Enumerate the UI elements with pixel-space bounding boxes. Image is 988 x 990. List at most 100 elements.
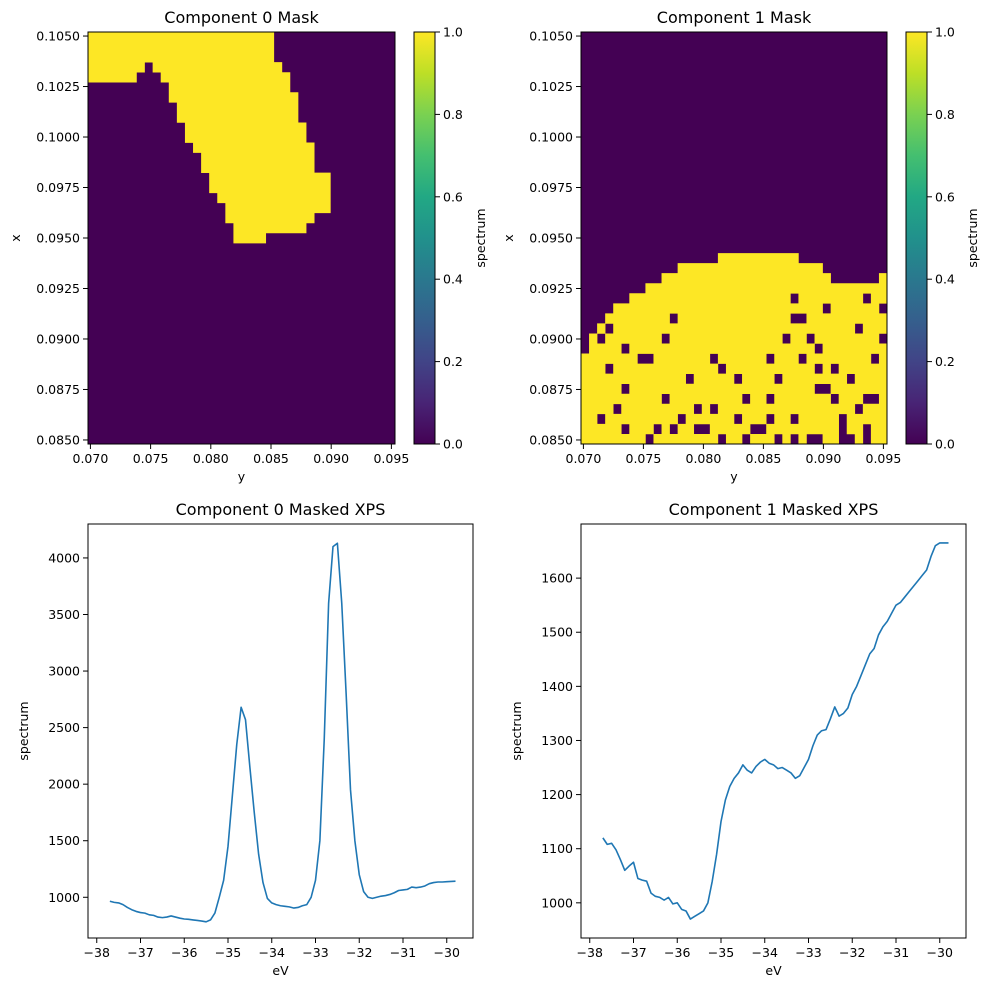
y-tick-label: 3000 xyxy=(48,664,80,679)
mask-cells xyxy=(581,253,888,445)
y-tick-label: 1500 xyxy=(48,833,80,848)
x-tick-label: 0.090 xyxy=(806,451,842,466)
colorbar-label: spectrum xyxy=(473,208,488,267)
x-tick-label: −36 xyxy=(171,945,197,960)
x-axis-label: y xyxy=(238,469,246,484)
colorbar-tick-label: 0.0 xyxy=(935,437,955,452)
component-1-mask-chart: 0.070 0.075 0.080 0.085 0.090 0.095 0.0850 0.08… xyxy=(501,8,980,484)
x-tick-label: −32 xyxy=(346,945,372,960)
colorbar xyxy=(413,31,436,445)
x-tick-label: 0.085 xyxy=(746,451,782,466)
mask-cells xyxy=(88,32,331,244)
x-tick-label: −33 xyxy=(795,945,821,960)
y-tick-label: 0.0975 xyxy=(36,180,80,195)
x-tick-label: −30 xyxy=(434,945,460,960)
colorbar-tick-label: 0.8 xyxy=(935,107,955,122)
y-tick-label: 0.1025 xyxy=(36,79,80,94)
y-tick-label: 0.1000 xyxy=(36,130,80,145)
colorbar-tick-label: 0.8 xyxy=(443,107,463,122)
y-tick-label: 1200 xyxy=(541,787,573,802)
y-tick-label: 2000 xyxy=(48,777,80,792)
y-tick-label: 1600 xyxy=(541,571,573,586)
y-tick-label: 0.0850 xyxy=(36,432,80,447)
x-tick-label: −31 xyxy=(883,945,909,960)
y-tick-label: 0.0925 xyxy=(529,281,573,296)
x-tick-label: −36 xyxy=(664,945,690,960)
chart-title: Component 0 Masked XPS xyxy=(176,500,386,519)
y-tick-label: 0.0875 xyxy=(529,382,573,397)
x-tick-label: 0.085 xyxy=(253,451,289,466)
y-tick-label: 0.0900 xyxy=(36,331,80,346)
x-tick-label: 0.075 xyxy=(133,451,169,466)
chart-title: Component 1 Masked XPS xyxy=(669,500,879,519)
component-0-mask-chart: 0.070 0.075 0.080 0.085 0.090 0.095 0.0850 0.08… xyxy=(8,8,488,484)
plot-frame xyxy=(87,523,474,939)
y-tick-label: 0.1050 xyxy=(36,29,80,44)
x-tick-label: −35 xyxy=(215,945,241,960)
y-tick-label: 0.0850 xyxy=(529,432,573,447)
y-tick-label: 1100 xyxy=(541,841,573,856)
colorbar-tick-label: 0.2 xyxy=(935,354,955,369)
component-0-xps-chart: −38 −37 −36 −35 −34 −33 −32 −31 −30 1000 1500 2000 2… xyxy=(16,500,474,978)
y-axis-label: spectrum xyxy=(509,701,524,760)
y-tick-label: 1300 xyxy=(541,733,573,748)
x-tick-label: −30 xyxy=(927,945,953,960)
plot-area xyxy=(581,524,966,938)
y-tick-label: 0.1025 xyxy=(529,79,573,94)
y-tick-label: 1000 xyxy=(48,890,80,905)
x-axis-label: eV xyxy=(272,963,289,978)
x-tick-label: −38 xyxy=(577,945,603,960)
colorbar-tick-label: 0.2 xyxy=(443,354,463,369)
x-tick-label: −34 xyxy=(259,945,285,960)
x-tick-label: −35 xyxy=(708,945,734,960)
y-tick-label: 2500 xyxy=(48,720,80,735)
x-tick-label: 0.095 xyxy=(866,451,902,466)
x-tick-label: −33 xyxy=(302,945,328,960)
y-tick-label: 1500 xyxy=(541,625,573,640)
colorbar-tick-label: 0.6 xyxy=(443,189,463,204)
colorbar-tick-label: 0.4 xyxy=(935,272,955,287)
series-line xyxy=(602,542,949,920)
y-tick-label: 1400 xyxy=(541,679,573,694)
colorbar xyxy=(905,31,928,445)
colorbar-tick-label: 1.0 xyxy=(443,25,463,40)
colorbar-tick-label: 0.6 xyxy=(935,189,955,204)
y-tick-label: 0.0875 xyxy=(36,382,80,397)
y-tick-label: 0.0925 xyxy=(36,281,80,296)
x-tick-label: −37 xyxy=(620,945,646,960)
plot-area xyxy=(88,524,473,938)
y-tick-label: 0.1050 xyxy=(529,29,573,44)
y-axis-label: spectrum xyxy=(16,701,31,760)
y-tick-label: 0.0975 xyxy=(529,180,573,195)
x-tick-label: 0.070 xyxy=(73,451,109,466)
x-tick-label: 0.080 xyxy=(193,451,229,466)
y-tick-label: 0.0950 xyxy=(529,231,573,246)
chart-title: Component 1 Mask xyxy=(657,8,812,27)
colorbar-tick-label: 0.0 xyxy=(443,437,463,452)
x-axis-label: y xyxy=(730,469,738,484)
colorbar-tick-label: 1.0 xyxy=(935,25,955,40)
y-axis-label: x xyxy=(8,234,23,241)
plot-frame xyxy=(580,523,967,939)
series-line xyxy=(109,542,456,923)
x-tick-label: 0.075 xyxy=(626,451,662,466)
x-axis-label: eV xyxy=(765,963,782,978)
x-tick-label: 0.090 xyxy=(313,451,349,466)
y-tick-label: 0.0950 xyxy=(36,231,80,246)
y-tick-label: 3500 xyxy=(48,607,80,622)
x-tick-label: 0.070 xyxy=(566,451,602,466)
x-tick-label: −34 xyxy=(752,945,778,960)
x-tick-label: 0.095 xyxy=(373,451,409,466)
y-tick-label: 0.1000 xyxy=(529,130,573,145)
x-tick-label: −32 xyxy=(839,945,865,960)
x-tick-label: 0.080 xyxy=(686,451,722,466)
y-tick-label: 4000 xyxy=(48,550,80,565)
x-tick-label: −37 xyxy=(127,945,153,960)
colorbar-label: spectrum xyxy=(965,208,980,267)
colorbar-tick-label: 0.4 xyxy=(443,272,463,287)
x-tick-label: −31 xyxy=(390,945,416,960)
chart-title: Component 0 Mask xyxy=(164,8,319,27)
x-tick-label: −38 xyxy=(84,945,110,960)
y-tick-label: 1000 xyxy=(541,895,573,910)
